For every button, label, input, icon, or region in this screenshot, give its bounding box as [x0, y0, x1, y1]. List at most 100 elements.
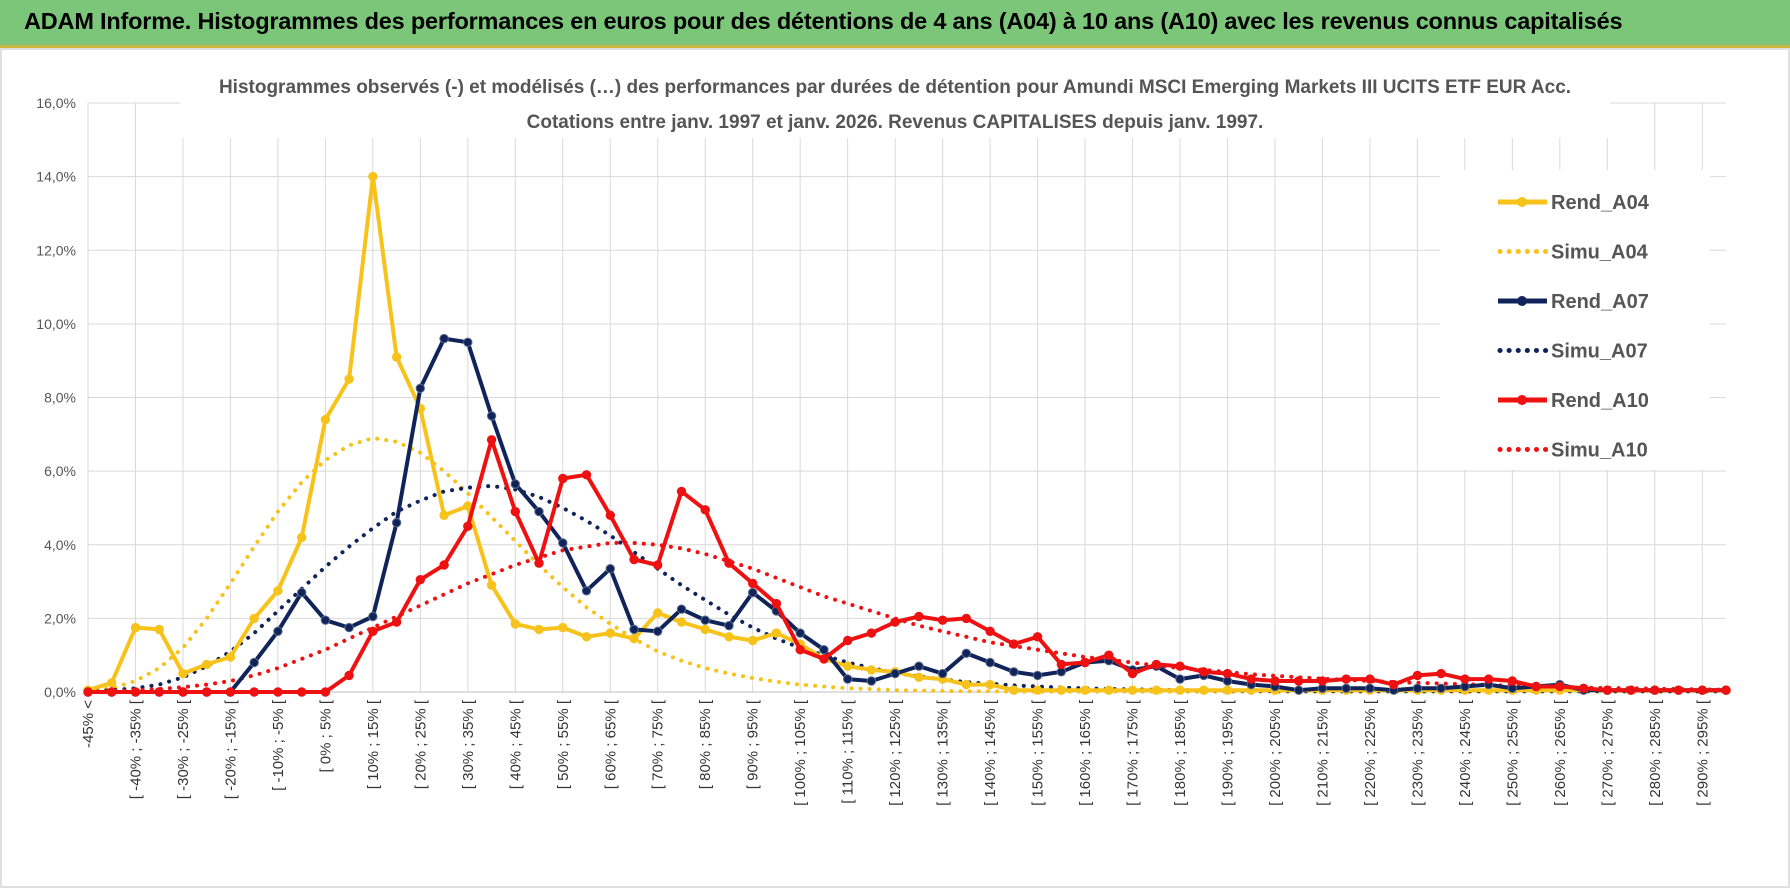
data-point-rend-a10	[866, 628, 877, 638]
data-point-rend-a10	[249, 687, 259, 697]
data-point-rend-a10	[1032, 632, 1043, 642]
data-point-rend-a10	[1578, 683, 1589, 693]
data-point-rend-a04	[1104, 685, 1114, 695]
data-point-rend-a07	[273, 626, 283, 636]
data-point-rend-a10	[1460, 674, 1470, 684]
data-point-rend-a10	[1175, 661, 1185, 671]
legend-label-simu-a07: Simu_A07	[1551, 341, 1648, 363]
header-banner: ADAM Informe. Histogrammes des performan…	[0, 0, 1790, 48]
data-point-rend-a10	[771, 598, 782, 609]
data-point-rend-a10	[724, 558, 734, 568]
data-point-rend-a10	[1555, 681, 1565, 692]
data-point-rend-a07	[843, 674, 853, 684]
series-line-simu-a10	[86, 540, 1728, 694]
data-point-rend-a04	[225, 652, 236, 662]
x-tick-label: [ -30% ; -25% [	[175, 699, 192, 799]
data-point-rend-a07	[1412, 683, 1423, 693]
data-point-rend-a10	[1294, 676, 1304, 686]
data-point-rend-a10	[154, 687, 164, 697]
data-point-rend-a04	[1127, 685, 1138, 695]
data-point-rend-a10	[629, 554, 639, 565]
data-point-rend-a07	[629, 624, 639, 635]
data-point-rend-a04	[605, 628, 615, 638]
series-line-simu-a07	[86, 483, 1728, 694]
data-point-rend-a10	[1697, 685, 1708, 695]
data-point-rend-a07	[439, 333, 449, 344]
data-point-rend-a10	[1650, 685, 1660, 695]
data-point-rend-a10	[890, 617, 900, 627]
data-point-rend-a04	[748, 635, 758, 646]
data-point-rend-a07	[866, 676, 877, 686]
x-tick-label: [ 210% ; 215% [	[1314, 699, 1331, 806]
series-group	[83, 171, 1731, 697]
x-tick-label: [ -20% ; -15% [	[222, 699, 239, 799]
data-point-rend-a10	[676, 486, 687, 497]
legend-marker-rend-a10	[1517, 395, 1527, 405]
data-point-rend-a10	[961, 613, 971, 624]
data-point-rend-a04	[320, 414, 331, 425]
data-point-rend-a10	[1270, 676, 1280, 686]
x-tick-label: [ 240% ; 245% [	[1457, 699, 1474, 806]
data-point-rend-a07	[605, 564, 615, 574]
data-point-rend-a04	[581, 632, 592, 642]
x-tick-label: [ 100% ; 105% [	[792, 699, 809, 806]
data-point-rend-a10	[1246, 674, 1256, 684]
data-point-rend-a07	[724, 621, 734, 631]
x-tick-label: [ -10% ; -5% [	[270, 699, 287, 791]
legend-marker-rend-a04	[1517, 197, 1527, 207]
x-tick-label: [ 80% ; 85% [	[697, 699, 714, 789]
data-point-rend-a07	[415, 383, 425, 393]
data-point-rend-a07	[1032, 670, 1043, 681]
x-tick-label: [ 30% ; 35% [	[460, 699, 477, 789]
x-tick-label: [ 270% ; 275% [	[1599, 699, 1616, 806]
data-point-rend-a04	[202, 659, 212, 670]
data-point-rend-a07	[676, 604, 687, 614]
data-point-rend-a10	[843, 635, 853, 646]
x-tick-label: [ 280% ; 285% [	[1647, 699, 1664, 806]
data-point-rend-a10	[83, 687, 93, 697]
data-point-rend-a07	[819, 645, 829, 655]
data-point-rend-a10	[1341, 674, 1351, 684]
data-point-rend-a04	[130, 622, 141, 633]
data-point-rend-a10	[914, 611, 924, 622]
y-tick-label: 2,0%	[44, 610, 76, 626]
data-point-rend-a07	[320, 615, 331, 625]
data-point-rend-a07	[914, 661, 924, 671]
data-point-rend-a07	[344, 622, 354, 633]
x-tick-label: [ 150% ; 155% [	[1030, 699, 1047, 806]
chart-frame	[0, 48, 1790, 888]
legend-label-rend-a04: Rend_A04	[1551, 192, 1650, 214]
data-point-rend-a07	[795, 628, 805, 638]
x-tick-label: [ 90% ; 95% [	[745, 699, 762, 789]
data-point-rend-a07	[985, 657, 995, 668]
x-tick-label: [ 140% ; 145% [	[982, 699, 999, 806]
legend-label-rend-a07: Rend_A07	[1551, 291, 1649, 313]
data-point-rend-a10	[748, 578, 758, 589]
data-point-rend-a10	[1721, 685, 1731, 695]
data-point-rend-a04	[486, 580, 497, 590]
y-tick-label: 16,0%	[36, 95, 76, 111]
legend-marker-rend-a07	[1517, 296, 1527, 306]
data-point-rend-a04	[1151, 685, 1162, 695]
data-point-rend-a10	[297, 687, 307, 697]
x-tick-label: [ 50% ; 55% [	[555, 699, 572, 789]
legend-label-simu-a10: Simu_A10	[1551, 440, 1648, 462]
data-point-rend-a10	[653, 560, 663, 570]
data-point-rend-a04	[368, 171, 378, 182]
data-point-rend-a04	[297, 532, 307, 543]
data-point-rend-a07	[748, 587, 758, 598]
data-point-rend-a04	[510, 619, 520, 629]
legend: Rend_A04 Simu_A04 Rend_A07 Simu_A07 Rend_A10…	[1440, 170, 1710, 470]
data-point-rend-a10	[1151, 659, 1162, 670]
data-point-rend-a04	[1032, 685, 1043, 695]
data-point-rend-a04	[653, 608, 663, 618]
legend-label-simu-a04: Simu_A04	[1551, 242, 1649, 264]
data-point-rend-a07	[700, 615, 710, 625]
data-point-rend-a10	[178, 687, 188, 697]
data-point-rend-a04	[534, 624, 544, 635]
data-point-rend-a04	[1056, 685, 1067, 695]
data-point-rend-a07	[890, 668, 900, 679]
x-tick-label: [ 10% ; 15% [	[365, 699, 382, 789]
data-point-rend-a10	[415, 575, 425, 585]
